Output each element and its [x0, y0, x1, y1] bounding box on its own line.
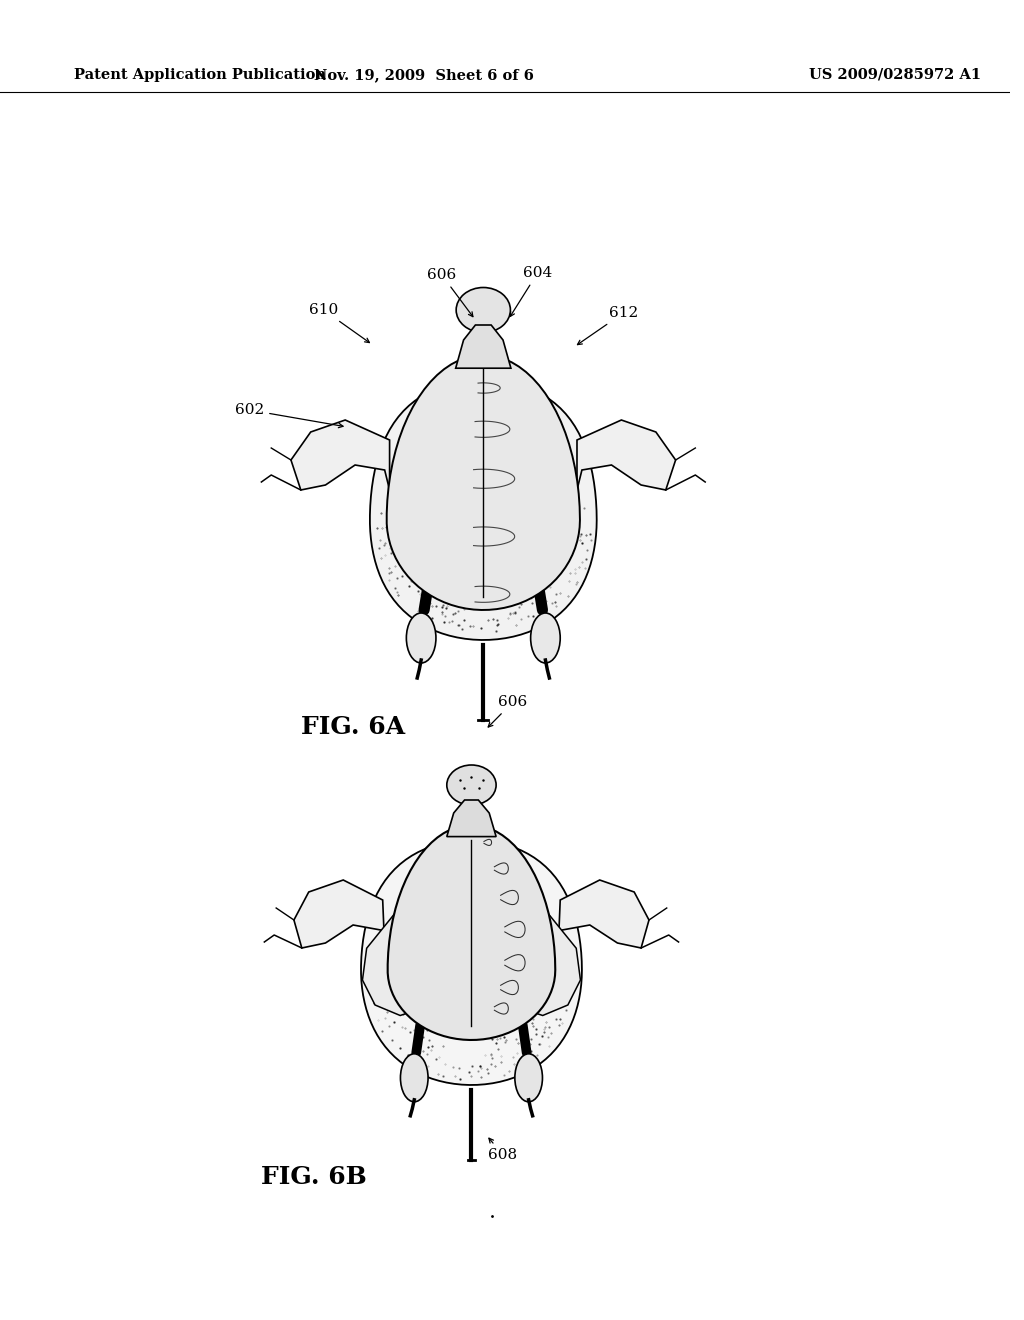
Polygon shape: [291, 420, 389, 490]
Text: 602: 602: [234, 403, 343, 428]
Ellipse shape: [407, 612, 436, 663]
Polygon shape: [577, 420, 676, 490]
Ellipse shape: [530, 612, 560, 663]
Polygon shape: [370, 380, 597, 640]
Text: 606: 606: [488, 696, 527, 727]
Text: Nov. 19, 2009  Sheet 6 of 6: Nov. 19, 2009 Sheet 6 of 6: [314, 69, 535, 82]
Text: 612: 612: [578, 306, 638, 345]
Polygon shape: [446, 800, 496, 837]
Text: 606: 606: [427, 268, 473, 317]
Polygon shape: [456, 325, 511, 368]
Text: FIG. 6B: FIG. 6B: [261, 1166, 368, 1189]
Text: Patent Application Publication: Patent Application Publication: [74, 69, 326, 82]
Text: 604: 604: [510, 267, 552, 317]
Polygon shape: [362, 912, 429, 1015]
Ellipse shape: [456, 288, 510, 333]
Text: 608: 608: [488, 1138, 517, 1162]
Polygon shape: [388, 825, 555, 1040]
Polygon shape: [387, 355, 580, 610]
Polygon shape: [558, 880, 649, 948]
Ellipse shape: [515, 1053, 543, 1102]
Ellipse shape: [400, 1053, 428, 1102]
Text: 610: 610: [309, 304, 370, 343]
Ellipse shape: [446, 766, 496, 805]
Text: FIG. 6A: FIG. 6A: [301, 715, 404, 739]
Text: US 2009/0285972 A1: US 2009/0285972 A1: [809, 69, 981, 82]
Polygon shape: [361, 840, 582, 1085]
Polygon shape: [513, 912, 581, 1015]
Polygon shape: [294, 880, 385, 948]
